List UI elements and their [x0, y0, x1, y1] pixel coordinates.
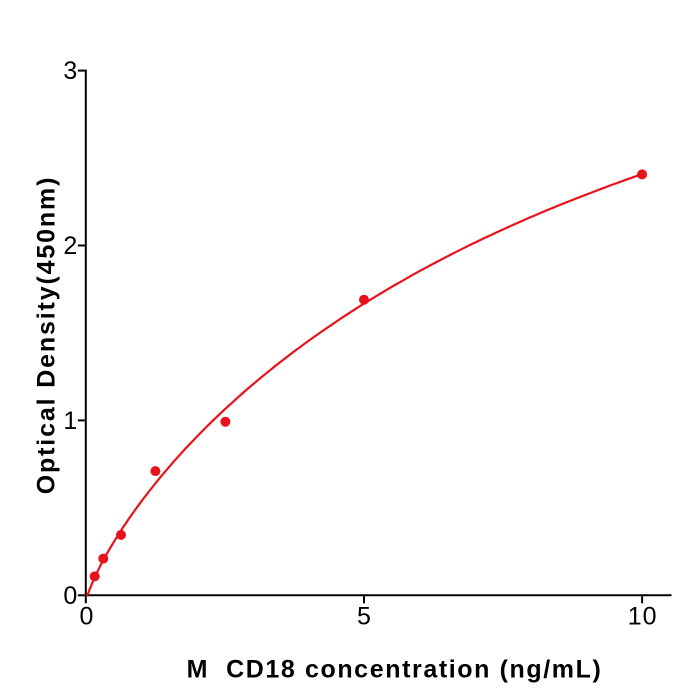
svg-text:3: 3 — [63, 57, 77, 85]
svg-text:10: 10 — [628, 602, 658, 630]
svg-text:2: 2 — [63, 232, 77, 260]
svg-text:0: 0 — [79, 602, 94, 630]
svg-text:5: 5 — [357, 602, 372, 630]
svg-text:0: 0 — [63, 582, 77, 610]
svg-text:1: 1 — [63, 407, 77, 435]
svg-text:M CD18 concentration (ng/mL): M CD18 concentration (ng/mL) — [187, 655, 603, 683]
svg-text:Optical Density(450nm): Optical Density(450nm) — [33, 176, 61, 495]
